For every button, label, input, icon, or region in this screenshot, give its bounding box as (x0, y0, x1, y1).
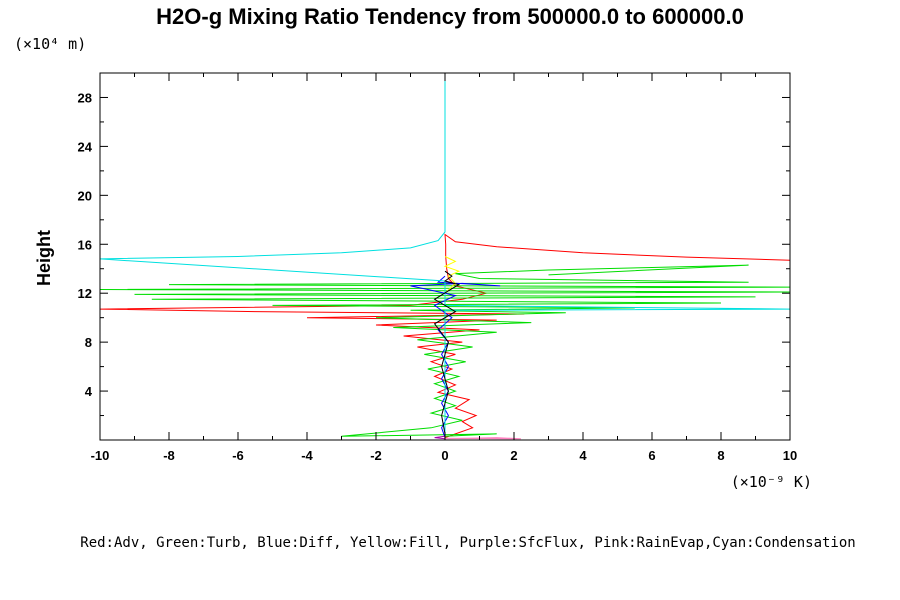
legend-text: Red:Adv, Green:Turb, Blue:Diff, Yellow:F… (80, 535, 855, 551)
series-line-sfcflux (434, 435, 446, 440)
series-line-adv (99, 233, 791, 439)
y-unit-label: (×10⁴ m) (14, 35, 86, 53)
x-tick-label: -4 (301, 448, 313, 463)
y-tick-label: 4 (85, 384, 93, 399)
y-tick-label: 12 (78, 286, 92, 301)
series-line-rainevap (444, 437, 521, 440)
x-tick-label: 10 (783, 448, 797, 463)
y-axis-label: Height (34, 230, 54, 286)
x-tick-label: 4 (579, 448, 587, 463)
series-layer (99, 73, 791, 440)
y-tick-label: 16 (78, 237, 92, 252)
series-line-turb (99, 264, 791, 437)
x-tick-label: -8 (163, 448, 175, 463)
y-tick-label: 28 (78, 90, 92, 105)
y-tick-label: 20 (78, 188, 92, 203)
series-line-fill (443, 256, 461, 294)
x-unit-label: (×10⁻⁹ K) (731, 473, 812, 491)
x-tick-label: 8 (717, 448, 724, 463)
series-line-condensation (99, 73, 791, 438)
y-tick-label: 8 (85, 335, 92, 350)
series-line-diff (410, 275, 501, 438)
x-tick-label: -2 (370, 448, 382, 463)
x-tick-label: 2 (510, 448, 517, 463)
x-tick-label: -10 (91, 448, 110, 463)
y-tick-label: 24 (78, 139, 93, 154)
series-line-unlabeled-7 (433, 270, 461, 434)
chart-title: H2O-g Mixing Ratio Tendency from 500000.… (156, 4, 744, 29)
x-tick-label: 0 (441, 448, 448, 463)
x-tick-label: -6 (232, 448, 244, 463)
x-tick-label: 6 (648, 448, 655, 463)
